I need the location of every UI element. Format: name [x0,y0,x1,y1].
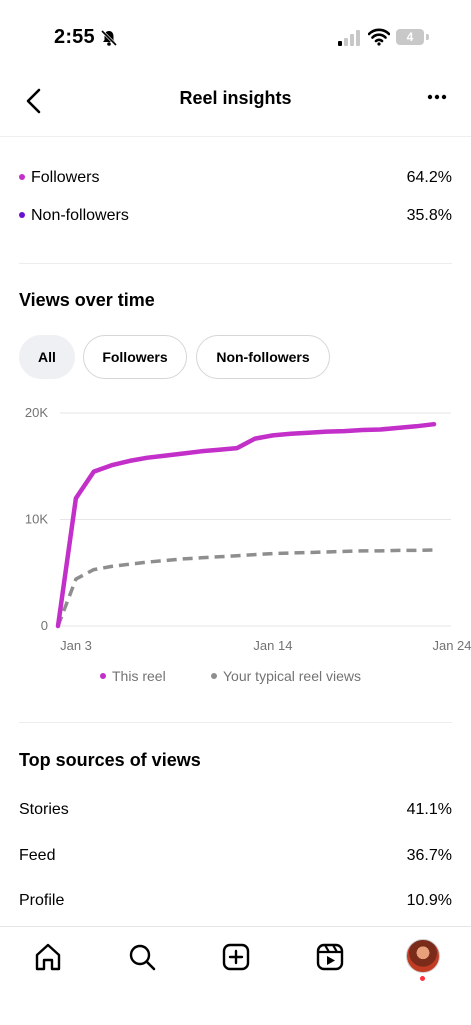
top-sources-title: Top sources of views [19,750,201,770]
series-line-typical-reel [56,548,435,627]
status-bar: 2:55 4 [0,0,471,74]
more-options-icon[interactable] [427,94,447,100]
source-row-profile: Profile 10.9% [19,892,452,910]
source-label: Feed [19,847,56,864]
source-value: 36.7% [406,847,452,864]
reels-icon[interactable] [314,941,346,973]
profile-avatar[interactable] [406,939,440,973]
back-chevron-icon[interactable] [22,86,46,116]
source-value: 10.9% [406,892,452,909]
tab-followers[interactable]: Followers [83,335,187,379]
audience-row-followers: Followers 64.2% [19,169,452,193]
x-tick-label: Jan 3 [60,638,92,653]
legend-this-reel-dot [100,673,106,680]
tab-non-followers[interactable]: Non-followers [196,335,330,379]
bell-muted-icon [100,29,118,47]
audience-row-non-followers: Non-followers 35.8% [19,207,452,231]
home-icon[interactable] [32,941,64,973]
legend-typical-reel-dot [211,673,217,680]
source-value: 41.1% [406,801,452,818]
x-tick-label: Jan 14 [253,638,292,653]
battery-icon: 4 [396,29,424,45]
page-title: Reel insights [179,88,292,108]
audience-label: Followers [31,169,100,186]
tab-all[interactable]: All [19,335,75,379]
x-tick-label: Jan 24 [432,638,471,653]
source-row-stories: Stories 41.1% [19,801,452,819]
y-tick-label: 20K [25,405,48,420]
cellular-signal-icon [338,30,360,46]
wifi-icon [368,28,390,46]
views-over-time-title: Views over time [19,290,155,310]
audience-value: 35.8% [406,207,452,224]
y-tick-label: 10K [25,512,48,527]
notification-dot [420,976,425,981]
legend-label: Your typical reel views [223,668,361,684]
create-icon[interactable] [220,941,252,973]
non-followers-dot [19,211,25,218]
search-icon[interactable] [126,941,158,973]
source-label: Profile [19,892,65,909]
series-line-this-reel [55,421,437,629]
divider [19,722,452,723]
divider [19,263,452,264]
source-row-feed: Feed 36.7% [19,847,452,865]
audience-label: Non-followers [31,207,129,224]
source-label: Stories [19,801,69,818]
bottom-tab-bar [0,926,471,1025]
audience-value: 64.2% [406,169,452,186]
y-tick-label: 0 [41,618,48,633]
followers-dot [19,173,25,180]
top-nav: Reel insights [0,74,471,137]
legend-label: This reel [112,668,166,684]
battery-nub [426,34,429,40]
legend-this-reel: This reel [100,668,166,684]
status-time: 2:55 [54,26,95,48]
views-over-time-chart: 20K 10K 0 Jan 3 Jan 14 Jan 24 [25,405,471,653]
legend-typical-reel: Your typical reel views [211,668,361,684]
